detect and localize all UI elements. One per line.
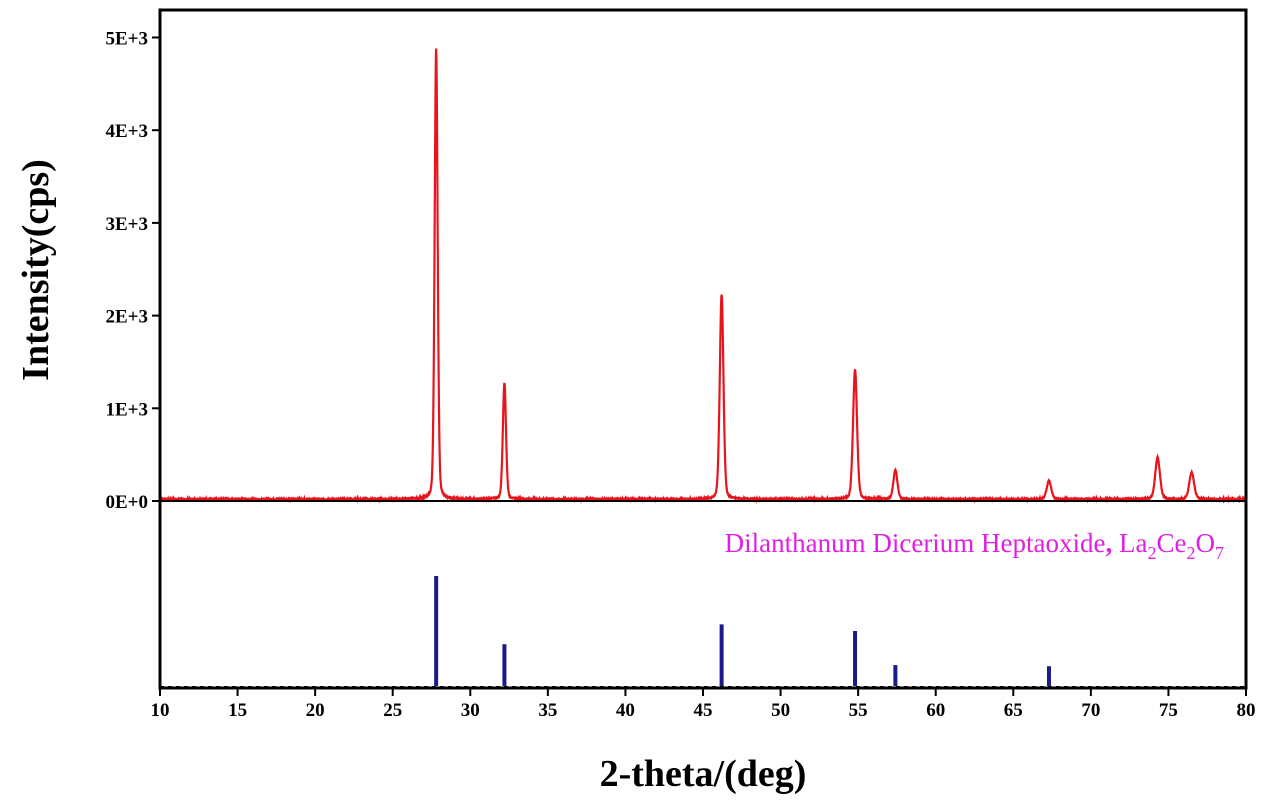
x-axis-title: 2-theta/(deg) <box>600 753 807 795</box>
y-tick-label: 4E+3 <box>106 121 149 142</box>
reference-label-name: Dilanthanum Dicerium Heptaoxide <box>725 528 1106 558</box>
y-axis-title: Intensity(cps) <box>15 159 57 381</box>
x-axis-ticks: 10 15 20 25 30 35 40 45 50 55 60 65 70 75 80 <box>151 688 1256 721</box>
x-tick-label: 55 <box>849 700 868 721</box>
x-tick-label: 35 <box>538 700 557 721</box>
plot-frame <box>158 8 1248 690</box>
reference-label: Dilanthanum Dicerium Heptaoxide, La2Ce2O… <box>725 528 1224 563</box>
y-tick-label: 5E+3 <box>106 29 149 50</box>
x-tick-label: 25 <box>383 700 402 721</box>
x-tick-label: 30 <box>461 700 480 721</box>
x-tick-label: 80 <box>1237 700 1256 721</box>
formula-element: La <box>1119 528 1147 558</box>
x-tick-label: 40 <box>616 700 635 721</box>
sample-pattern-line <box>159 48 1247 504</box>
y-axis-ticks: 0E+0 1E+3 2E+3 3E+3 4E+3 5E+3 <box>106 29 160 513</box>
reference-label-separator: , <box>1106 528 1113 558</box>
x-tick-label: 20 <box>306 700 325 721</box>
formula-element: O <box>1196 528 1216 558</box>
reference-sticks <box>434 576 1051 686</box>
y-tick-label: 0E+0 <box>106 492 149 513</box>
x-tick-label: 60 <box>926 700 945 721</box>
x-tick-label: 65 <box>1004 700 1023 721</box>
x-tick-label: 75 <box>1159 700 1178 721</box>
formula-subscript: 2 <box>1187 543 1196 563</box>
y-tick-label: 1E+3 <box>106 399 149 420</box>
x-tick-label: 45 <box>694 700 713 721</box>
reference-formula: La2Ce2O7 <box>1119 528 1224 563</box>
x-tick-label: 70 <box>1081 700 1100 721</box>
formula-element: Ce <box>1157 528 1187 558</box>
y-tick-label: 2E+3 <box>106 307 149 328</box>
formula-subscript: 2 <box>1148 543 1157 563</box>
x-tick-label: 10 <box>151 700 170 721</box>
y-tick-label: 3E+3 <box>106 214 149 235</box>
x-tick-label: 50 <box>771 700 790 721</box>
x-tick-label: 15 <box>228 700 247 721</box>
formula-subscript: 7 <box>1215 543 1224 563</box>
